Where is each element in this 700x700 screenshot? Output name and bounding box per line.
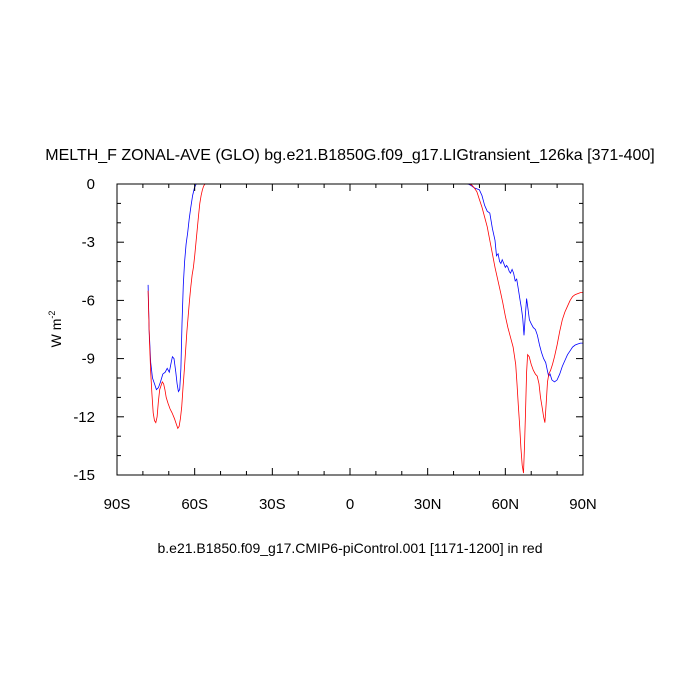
y-axis-label: W m [48, 319, 64, 348]
x-tick-label: 60S [181, 496, 208, 513]
y-tick-label: -12 [73, 409, 95, 426]
series-2-segment-2 [468, 183, 583, 474]
y-axis-title: W m-2 [47, 311, 64, 348]
x-tick-label: 90S [104, 496, 131, 513]
series-1-segment-2 [466, 183, 583, 383]
chart-title: MELTH_F ZONAL-AVE (GLO) bg.e21.B1850G.f0… [45, 147, 655, 164]
x-tick-label: 30N [414, 496, 442, 513]
series-2-segment-1 [147, 183, 211, 430]
ticks-layer: 90S 60S 30S 0 30N 60N 90N 0 -3 -6 -9 -12 -15 [73, 176, 596, 513]
x-tick-label: 90N [569, 496, 597, 513]
x-tick-label: 60N [492, 496, 520, 513]
x-axis-title: b.e21.B1850.f09_g17.CMIP6-piControl.001 … [157, 540, 542, 556]
y-tick-label: -6 [82, 292, 95, 309]
y-tick-label: -15 [73, 467, 95, 484]
y-tick-label: -3 [82, 234, 95, 251]
y-tick-label: -9 [82, 351, 95, 368]
x-tick-label: 0 [346, 496, 354, 513]
y-tick-label: 0 [87, 176, 95, 193]
y-axis-exponent: -2 [47, 311, 57, 319]
series-layer [147, 183, 583, 474]
x-tick-label: 30S [259, 496, 286, 513]
series-1-segment-1 [147, 183, 203, 393]
